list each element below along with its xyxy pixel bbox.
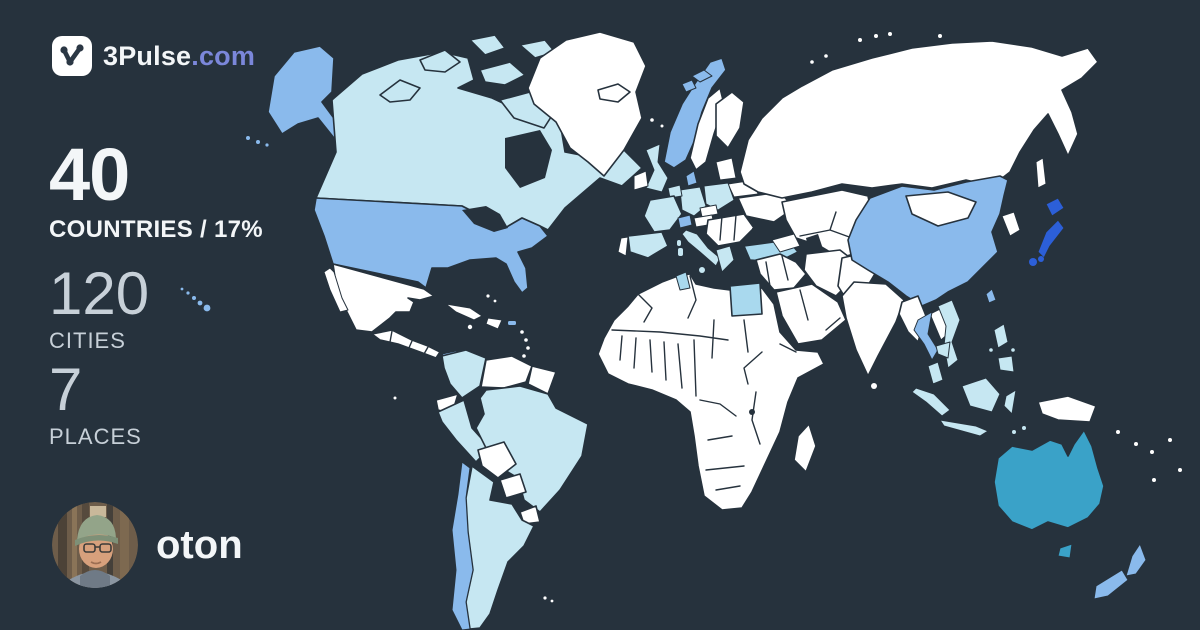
sri-lanka [871, 383, 877, 389]
korean-peninsula [1001, 211, 1021, 237]
region-africa [597, 271, 825, 511]
country-colombia [441, 349, 487, 399]
region-south-america [393, 349, 589, 630]
country-iceland [597, 83, 631, 103]
places-label: PLACES [49, 424, 142, 449]
aleutian-islands [246, 136, 269, 147]
country-alaska [267, 45, 351, 149]
country-spain [627, 231, 669, 259]
great-lakes [462, 206, 508, 232]
country-paraguay [499, 473, 527, 499]
brand-tld: .com [191, 40, 256, 71]
avatar-photo [52, 502, 138, 588]
country-russia [739, 40, 1099, 199]
caribbean-islands [445, 294, 530, 358]
lake-victoria [749, 409, 755, 415]
country-denmark [685, 170, 698, 187]
levant-iraq [755, 253, 807, 291]
pacific-islands [650, 118, 1182, 482]
country-finland [715, 91, 745, 149]
tasmania [1057, 543, 1073, 559]
stat-places: 7 PLACES [49, 358, 142, 450]
country-japan [1029, 197, 1065, 266]
country-switzerland [677, 214, 693, 229]
country-portugal [617, 236, 629, 257]
country-thailand [913, 311, 939, 361]
country-uk [645, 143, 669, 193]
countries-label: COUNTRIES / 17% [49, 216, 263, 243]
baltic-states [715, 157, 737, 181]
region-oceania [650, 118, 1182, 600]
country-chile [451, 461, 474, 630]
country-germany [679, 186, 707, 217]
stat-countries: 40 COUNTRIES / 17% [49, 138, 263, 244]
central-america [371, 329, 441, 359]
country-indonesia [911, 377, 1026, 437]
baja-california [323, 267, 349, 313]
country-madagascar [793, 423, 817, 473]
username: oton [156, 522, 243, 567]
country-poland [703, 182, 735, 211]
country-mongolia [905, 191, 977, 227]
malay-peninsula [927, 361, 944, 385]
stat-cities: 120 CITIES [49, 262, 149, 354]
country-czechia [699, 204, 719, 218]
brand-name: 3Pulse.com [103, 40, 256, 71]
sakhalin [1035, 157, 1047, 189]
country-france [643, 195, 683, 233]
arctic-islands [810, 32, 942, 64]
region-asia [841, 175, 1097, 437]
country-greece [715, 245, 735, 273]
svalbard [681, 69, 713, 93]
country-ireland [633, 170, 649, 191]
cities-count: 120 [49, 260, 150, 327]
africa-mainland [597, 273, 825, 511]
country-india [841, 281, 905, 377]
hispaniola [485, 317, 503, 330]
africa-internal-borders [611, 275, 797, 491]
country-australia [993, 429, 1105, 531]
country-venezuela [480, 355, 533, 389]
caucasus [771, 233, 801, 253]
avatar [52, 502, 138, 588]
region-europe [597, 57, 800, 273]
country-bolivia [477, 441, 517, 479]
country-cuba [445, 303, 483, 321]
region-north-america [180, 31, 647, 363]
country-italy [681, 229, 721, 267]
country-brazil [475, 385, 589, 513]
country-greenland [527, 31, 647, 177]
user-profile[interactable]: oton [52, 502, 243, 588]
country-vietnam [937, 299, 961, 369]
country-cambodia [935, 341, 951, 359]
hudson-bay [505, 130, 552, 188]
new-guinea [1037, 395, 1097, 423]
balkans [705, 213, 755, 247]
country-philippines [989, 323, 1015, 373]
country-taiwan [985, 288, 997, 304]
benelux [667, 184, 683, 199]
country-new-zealand [1093, 543, 1147, 600]
country-egypt [729, 282, 763, 317]
country-norway [663, 57, 727, 169]
cities-label: CITIES [49, 328, 126, 353]
arabian-peninsula [775, 283, 847, 345]
hawaii-islands [180, 287, 211, 312]
places-count: 7 [49, 356, 83, 423]
country-tunisia [675, 271, 691, 291]
brand-logo[interactable]: 3Pulse.com [52, 36, 255, 76]
countries-count: 40 [49, 133, 130, 216]
pulse-branch-icon [52, 36, 92, 76]
puerto-rico [508, 321, 516, 325]
